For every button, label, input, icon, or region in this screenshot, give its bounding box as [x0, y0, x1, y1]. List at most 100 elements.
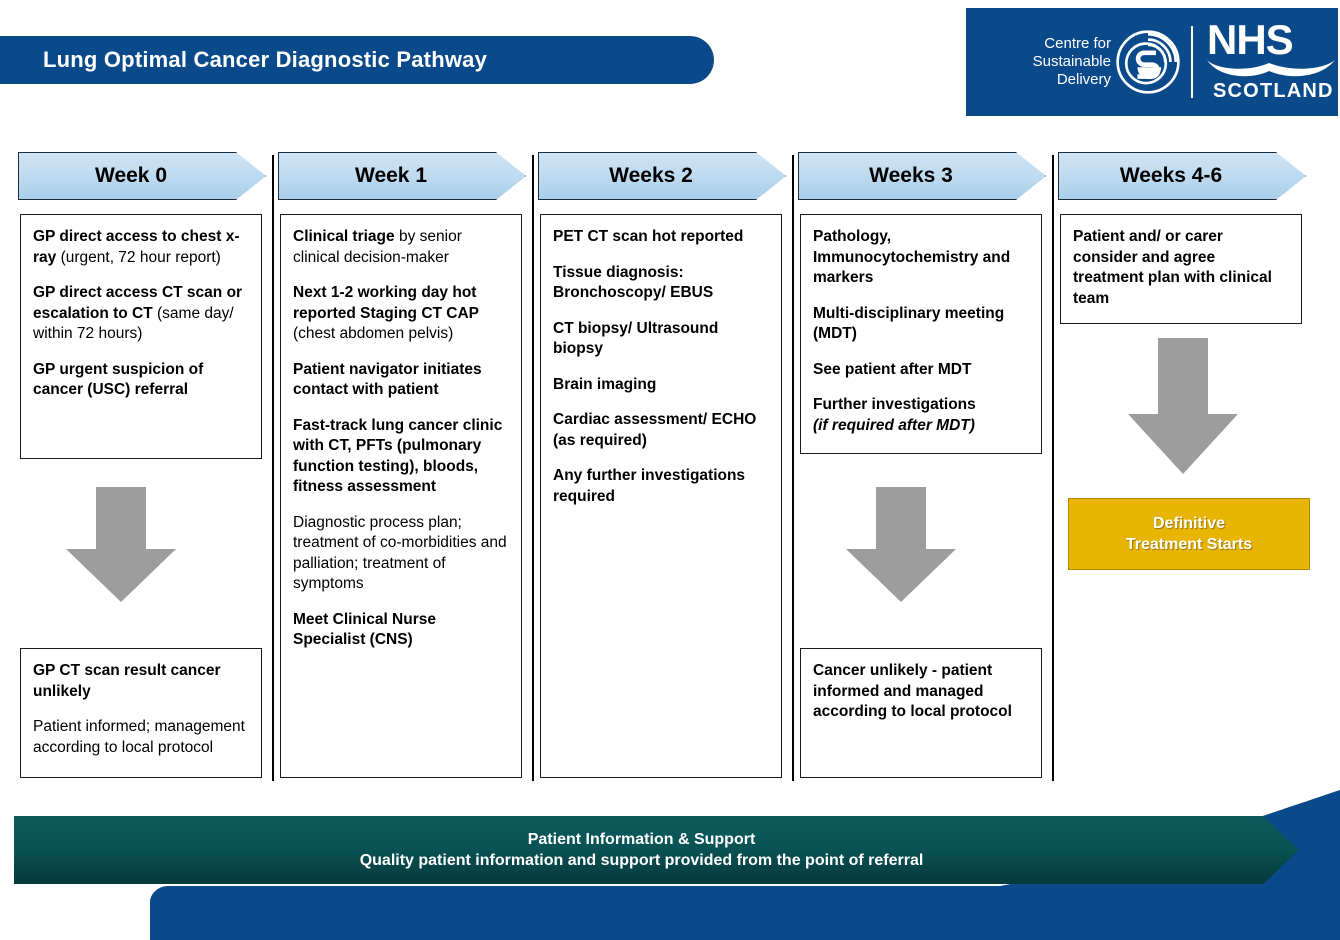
week-header-label: Week 0	[95, 164, 167, 187]
step-text-run: Fast-track lung cancer clinic with CT, P…	[293, 416, 503, 496]
definitive-treatment-box: Definitive Treatment Starts	[1068, 498, 1310, 570]
step-text-run: (if required after MDT)	[813, 416, 975, 434]
step-paragraph: GP direct access CT scan or escalation t…	[33, 283, 249, 345]
step-paragraph: Meet Clinical Nurse Specialist (CNS)	[293, 610, 509, 651]
page-title-bar: Lung Optimal Cancer Diagnostic Pathway	[0, 36, 714, 84]
step-text-run: Pathology, Immunocytochemistry and marke…	[813, 228, 1011, 286]
step-paragraph: Patient navigator initiates contact with…	[293, 360, 509, 401]
step-text-run: Multi-disciplinary meeting (MDT)	[813, 304, 1005, 343]
column-divider-1	[272, 155, 274, 781]
week-header-arrow-week-0: Week 0	[18, 152, 266, 200]
csd-line-1: Centre for	[1044, 35, 1111, 52]
step-paragraph: Brain imaging	[553, 375, 769, 396]
flow-arrow-week-0	[66, 487, 176, 602]
week-header-label: Weeks 3	[869, 164, 953, 187]
nhs-scotland-text: SCOTLAND	[1213, 80, 1334, 102]
step-text-run: (chest abdomen pelvis)	[293, 325, 454, 342]
flow-arrow-weeks-3	[846, 487, 956, 602]
nhs-swoosh-icon	[1207, 60, 1335, 77]
column-divider-2	[532, 155, 534, 781]
week-header-label: Week 1	[355, 164, 427, 187]
step-paragraph: CT biopsy/ Ultrasound biopsy	[553, 319, 769, 360]
step-text-run: Cancer unlikely - patient informed and m…	[813, 662, 1012, 720]
step-text-run: Tissue diagnosis: Bronchoscopy/ EBUS	[553, 263, 714, 302]
step-paragraph: Tissue diagnosis: Bronchoscopy/ EBUS	[553, 263, 769, 304]
csd-spiral-mark-icon	[1116, 30, 1180, 94]
csd-line-2: Sustainable	[1032, 53, 1111, 70]
step-box-weeks-3-bottom: Cancer unlikely - patient informed and m…	[800, 648, 1042, 778]
footer-line-1: Patient Information & Support	[527, 831, 756, 848]
step-text-run: Meet Clinical Nurse Specialist (CNS)	[293, 610, 436, 649]
step-text-run: Cardiac assessment/ ECHO (as required)	[553, 411, 757, 449]
definitive-treatment-line-2: Treatment Starts	[1125, 536, 1253, 553]
step-box-week-0-bottom: GP CT scan result cancer unlikely Patient…	[20, 648, 262, 778]
flow-arrow-weeks-4-6	[1128, 338, 1238, 474]
nhs-wordmark: NHS SCOTLAND	[1207, 16, 1335, 104]
centre-for-sustainable-delivery-text: Centre for Sustainable Delivery	[976, 35, 1111, 89]
page-title: Lung Optimal Cancer Diagnostic Pathway	[43, 47, 488, 72]
step-text-run: Next 1-2 working day hot reported Stagin…	[293, 284, 480, 322]
step-text-run: (urgent, 72 hour report)	[56, 248, 221, 266]
step-box-week-0-top: GP direct access to chest x-ray (urgent,…	[20, 214, 262, 459]
step-paragraph: GP urgent suspicion of cancer (USC) refe…	[33, 360, 249, 401]
step-paragraph: Diagnostic process plan; treatment of co…	[293, 513, 509, 595]
step-text-run: GP direct access CT scan or escalation t…	[33, 284, 243, 322]
step-text-run: Clinical triage	[293, 228, 395, 245]
step-box-week-1: Clinical triage by senior clinical decis…	[280, 214, 522, 778]
week-header-arrow-weeks-2: Weeks 2	[538, 152, 786, 200]
step-paragraph: Fast-track lung cancer clinic with CT, P…	[293, 416, 509, 498]
step-paragraph: Patient informed; management according t…	[33, 717, 249, 758]
pathway-column-week-1: Week 1 Clinical triage by senior clinica…	[278, 152, 536, 778]
down-arrow-icon	[1128, 338, 1238, 474]
step-text-run: Patient informed; management according t…	[33, 718, 245, 756]
step-paragraph: Next 1-2 working day hot reported Stagin…	[293, 283, 509, 345]
step-text-run: PET CT scan hot reported	[553, 228, 744, 245]
step-paragraph: Cardiac assessment/ ECHO (as required)	[553, 410, 769, 451]
step-paragraph: Pathology, Immunocytochemistry and marke…	[813, 227, 1029, 289]
week-header-label: Weeks 2	[609, 164, 693, 187]
footer: Patient Information & Support Quality pa…	[0, 790, 1340, 940]
step-text-run: Patient navigator initiates contact with…	[293, 360, 482, 399]
pathway-column-weeks-4-6: Weeks 4-6 Patient and/ or carer consider…	[1058, 152, 1316, 570]
step-text-run: Diagnostic process plan; treatment of co…	[293, 513, 507, 593]
nhs-text: NHS	[1207, 16, 1294, 63]
step-paragraph: Cancer unlikely - patient informed and m…	[813, 661, 1029, 723]
step-paragraph: Multi-disciplinary meeting (MDT)	[813, 304, 1029, 345]
step-text-run: Patient and/ or carer consider and agree…	[1073, 228, 1272, 307]
footer-line-2: Quality patient information and support …	[359, 852, 924, 869]
step-text-run: (same day/ within 72 hours)	[33, 304, 234, 343]
definitive-treatment-line-1: Definitive	[1152, 515, 1225, 532]
week-header-arrow-weeks-4-6: Weeks 4-6	[1058, 152, 1306, 200]
step-text-run: GP CT scan result cancer unlikely	[33, 662, 221, 700]
column-divider-3	[792, 155, 794, 781]
step-text-run: GP urgent suspicion of cancer (USC) refe…	[33, 360, 204, 399]
step-paragraph: Any further investigations required	[553, 466, 769, 507]
step-text-run: GP direct access to chest x-ray	[33, 228, 240, 266]
down-arrow-icon	[66, 487, 176, 602]
step-text-run: by senior clinical decision-maker	[293, 228, 462, 266]
csd-line-3: Delivery	[1056, 71, 1111, 88]
step-paragraph: GP direct access to chest x-ray (urgent,…	[33, 227, 249, 268]
week-header-arrow-week-1: Week 1	[278, 152, 526, 200]
step-box-weeks-2: PET CT scan hot reported Tissue diagnosis…	[540, 214, 782, 778]
step-text-run: See patient after MDT	[813, 360, 972, 378]
logo-divider	[1191, 26, 1193, 98]
step-text-run: CT biopsy/ Ultrasound biopsy	[553, 319, 719, 358]
pathway-column-week-0: Week 0 GP direct access to chest x-ray (…	[18, 152, 276, 778]
step-box-weeks-4-6: Patient and/ or carer consider and agree…	[1060, 214, 1302, 324]
pathway-column-weeks-3: Weeks 3 Pathology, Immunocytochemistry a…	[798, 152, 1056, 778]
step-paragraph: Further investigations (if required after…	[813, 395, 1029, 436]
step-text-run: Further investigations	[813, 396, 976, 413]
step-paragraph: Patient and/ or carer consider and agree…	[1073, 227, 1289, 309]
column-divider-4	[1052, 155, 1054, 781]
step-paragraph: PET CT scan hot reported	[553, 227, 769, 248]
step-paragraph: Clinical triage by senior clinical decis…	[293, 227, 509, 268]
down-arrow-icon	[846, 487, 956, 602]
step-text-run: Any further investigations required	[553, 467, 746, 505]
week-header-label: Weeks 4-6	[1119, 164, 1223, 187]
step-paragraph: See patient after MDT	[813, 360, 1029, 381]
step-text-run: Brain imaging	[553, 375, 657, 393]
nhs-scotland-logo: Centre for Sustainable Delivery NHS SCOT…	[966, 8, 1338, 116]
patient-information-support-banner: Patient Information & Support Quality pa…	[14, 816, 1299, 884]
